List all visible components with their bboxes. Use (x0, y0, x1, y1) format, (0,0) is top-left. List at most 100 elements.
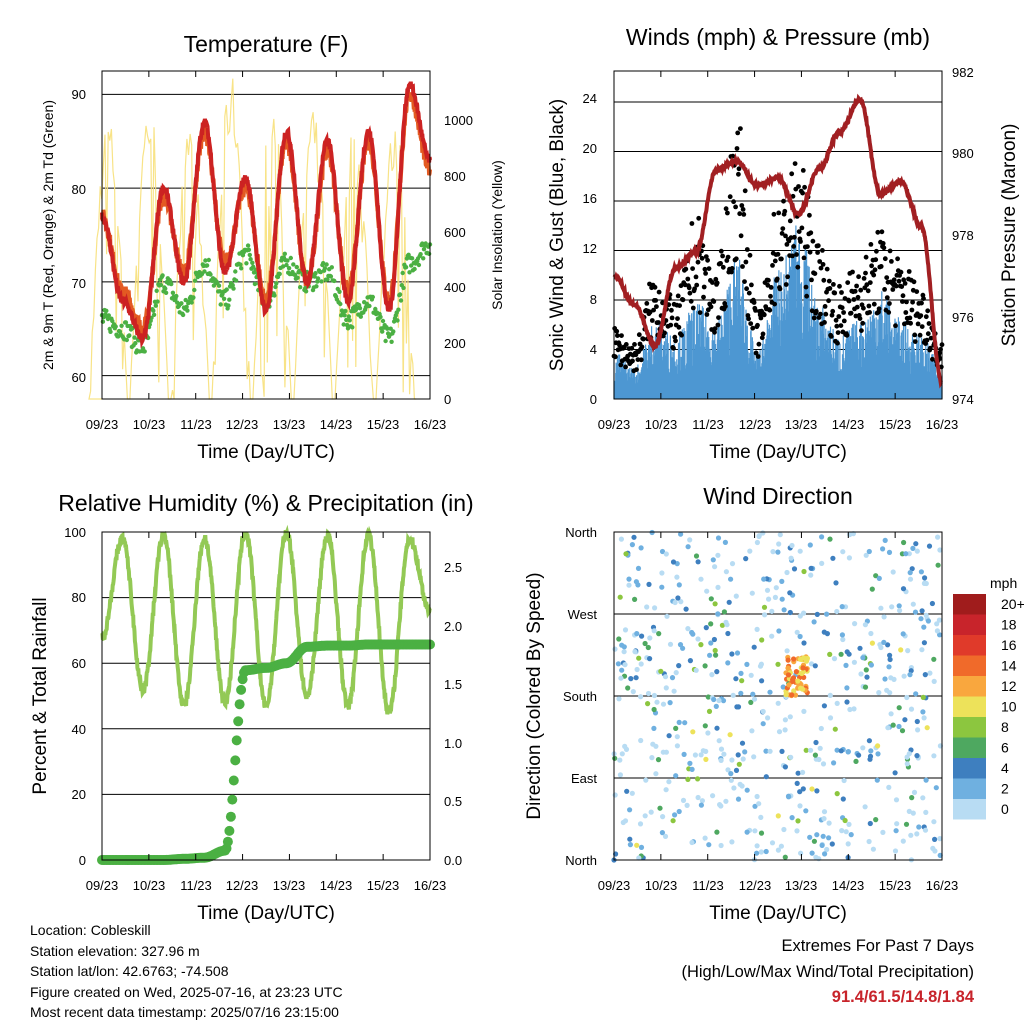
gust-point (692, 286, 697, 292)
direction-point (666, 733, 672, 739)
direction-point (760, 708, 766, 715)
direction-point (712, 647, 718, 654)
direction-point (819, 842, 825, 849)
direction-point (756, 801, 762, 807)
direction-point (738, 670, 744, 677)
direction-point (632, 596, 638, 603)
direction-point (907, 570, 913, 576)
direction-point (779, 578, 785, 585)
legend-label: 20+ (1001, 596, 1024, 612)
dewpoint-point (324, 262, 329, 267)
gust-point (867, 310, 872, 315)
direction-point (800, 665, 806, 671)
x-tick: 15/23 (879, 417, 912, 432)
direction-point (728, 771, 734, 777)
gust-point (865, 288, 871, 294)
direction-point (693, 667, 699, 673)
dewpoint-point (272, 293, 277, 298)
gust-point (693, 274, 699, 280)
precip-point (236, 684, 247, 695)
direction-point (896, 603, 902, 609)
legend-label: 6 (1001, 740, 1009, 756)
direction-point (904, 694, 910, 701)
dewpoint-point (347, 318, 352, 323)
dewpoint-point (398, 298, 404, 303)
dewpoint-point (284, 262, 289, 268)
direction-point (831, 760, 837, 766)
direction-point (683, 606, 689, 612)
dewpoint-point (163, 286, 168, 291)
direction-point (757, 663, 764, 669)
direction-point (821, 816, 827, 822)
direction-point (674, 734, 680, 740)
direction-point (779, 596, 785, 602)
direction-point (919, 608, 925, 614)
direction-point (925, 618, 932, 624)
wind-ytick: 0 (590, 392, 597, 407)
x-tick: 14/23 (832, 878, 865, 893)
dewpoint-point (403, 265, 409, 270)
direction-point (882, 537, 888, 544)
direction-point (778, 843, 785, 849)
dewpoint-point (151, 312, 157, 317)
dewpoint-point (329, 265, 334, 270)
dewpoint-point (204, 263, 210, 268)
direction-point (719, 622, 726, 628)
direction-point (678, 531, 684, 537)
gust-point (755, 322, 760, 328)
gust-point (756, 341, 762, 347)
gust-point (815, 243, 821, 249)
direction-point (920, 694, 926, 701)
direction-point (761, 604, 768, 610)
direction-point (821, 703, 828, 709)
gust-point (906, 269, 912, 274)
direction-point (736, 761, 742, 767)
gust-point (884, 275, 890, 280)
gust-point (868, 242, 874, 247)
direction-point (659, 584, 665, 590)
direction-point (769, 633, 775, 639)
gust-point (909, 307, 915, 313)
direction-point (667, 641, 674, 647)
direction-point (901, 539, 907, 546)
direction-point (840, 636, 846, 643)
direction-point (721, 751, 727, 757)
gust-point (917, 332, 923, 338)
dewpoint-point (332, 278, 337, 284)
direction-point (672, 599, 678, 606)
dewpoint-point (216, 283, 222, 288)
direction-point (615, 661, 622, 667)
legend-title: mph (990, 575, 1017, 591)
legend-swatch (953, 696, 986, 717)
gust-point (787, 218, 793, 224)
x-tick: 16/23 (926, 417, 959, 432)
humidity-panel: Relative Humidity (%) & Precipitation (i… (30, 490, 474, 924)
direction-point (866, 838, 872, 845)
direction-point (703, 756, 709, 763)
direction-point (839, 632, 846, 638)
gust-point (852, 288, 858, 294)
gust-point (859, 328, 864, 333)
gust-point (697, 310, 703, 315)
direction-point (863, 552, 869, 558)
direction-point (907, 672, 913, 678)
direction-point (827, 536, 833, 542)
gust-point (775, 251, 781, 257)
temperature-x-axis-label: Time (Day/UTC) (197, 442, 335, 463)
gust-point (689, 221, 695, 226)
direction-point (834, 791, 840, 797)
dewpoint-point (397, 292, 403, 297)
direction-point (728, 777, 734, 783)
gust-point (656, 289, 662, 295)
gust-point (857, 316, 863, 321)
direction-point (735, 752, 741, 758)
direction-point (617, 594, 623, 600)
direction-point (787, 590, 793, 596)
gust-point (755, 354, 761, 359)
gust-point (690, 305, 696, 311)
direction-point (714, 669, 720, 675)
x-tick: 12/23 (739, 878, 772, 893)
dewpoint-point (412, 266, 417, 272)
gust-point (713, 276, 719, 282)
dewpoint-point (383, 338, 388, 344)
